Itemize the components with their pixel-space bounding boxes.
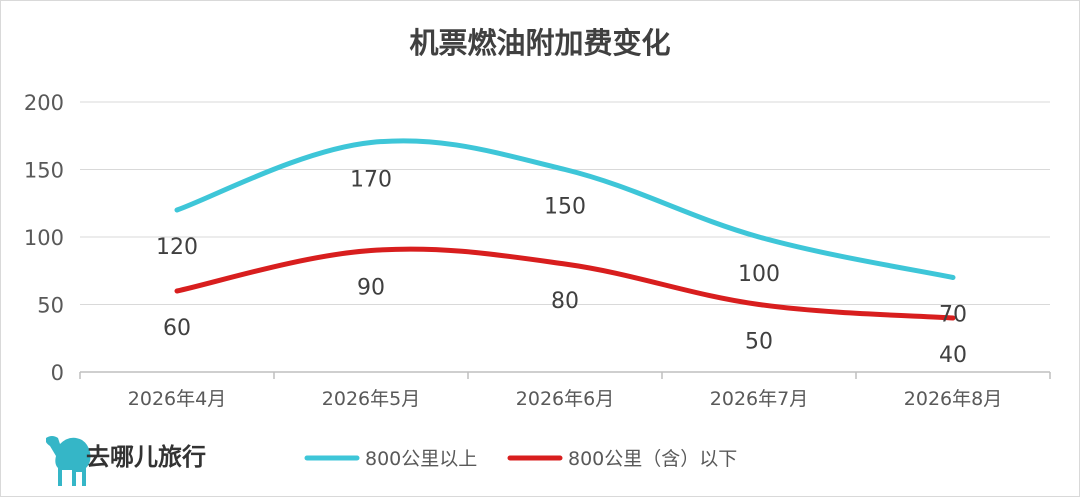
- series-lines: [174, 138, 956, 321]
- x-tick-label: 2026年8月: [904, 388, 1002, 410]
- y-tick-label: 150: [24, 159, 64, 183]
- data-label: 70: [939, 303, 967, 328]
- brand-name: 去哪儿旅行: [86, 443, 206, 471]
- brand-logo: 去哪儿旅行: [46, 436, 206, 486]
- x-axis-ticks: 2026年4月 2026年5月 2026年6月 2026年7月 2026年8月: [128, 388, 1002, 410]
- x-axis: [79, 371, 1051, 379]
- x-tick-label: 2026年7月: [710, 388, 808, 410]
- data-label: 50: [745, 330, 773, 355]
- legend: 800公里以上 800公里（含）以下: [304, 448, 737, 470]
- legend-label-long-distance: 800公里以上: [365, 448, 477, 470]
- data-label: 100: [738, 262, 780, 287]
- camel-icon: [46, 436, 91, 486]
- data-label: 40: [939, 343, 967, 368]
- legend-label-short-distance: 800公里（含）以下: [568, 448, 737, 470]
- data-labels: 120 170 150 100 70 60 90 80 50 40: [156, 168, 967, 369]
- x-tick-label: 2026年6月: [516, 388, 614, 410]
- y-tick-label: 50: [37, 294, 64, 318]
- x-tick-label: 2026年4月: [128, 388, 226, 410]
- y-axis-ticks: 0 50 100 150 200: [24, 91, 64, 385]
- chart-title: 机票燃油附加费变化: [409, 26, 670, 60]
- data-label: 170: [350, 168, 392, 193]
- x-tick-label: 2026年5月: [322, 388, 420, 410]
- data-label: 120: [156, 235, 198, 260]
- data-label: 80: [551, 289, 579, 314]
- data-label: 90: [357, 276, 385, 301]
- y-tick-label: 0: [51, 361, 64, 385]
- data-label: 60: [163, 316, 191, 341]
- y-tick-label: 100: [24, 226, 64, 250]
- y-tick-label: 200: [24, 91, 64, 115]
- data-label: 150: [544, 195, 586, 220]
